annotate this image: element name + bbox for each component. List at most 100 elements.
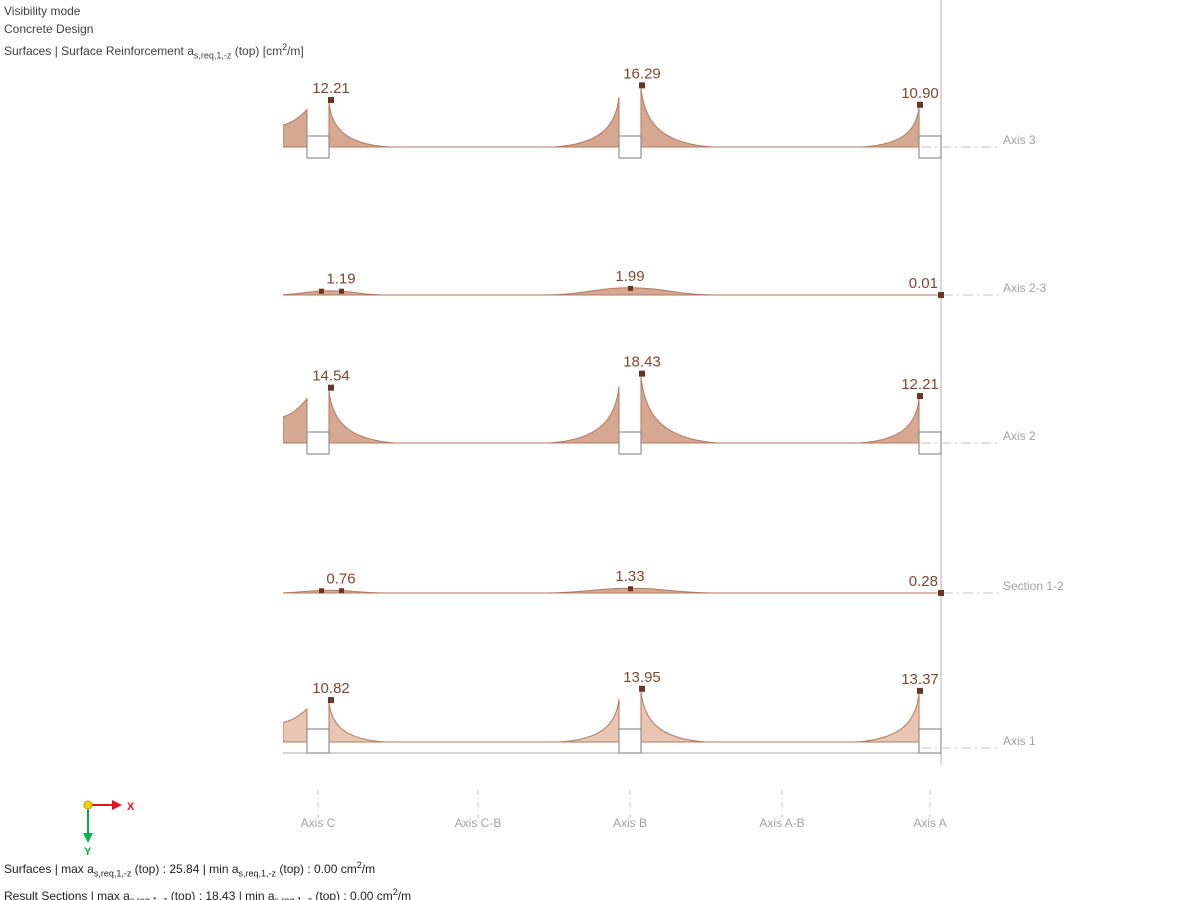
row-axis-label: Section 1-2 [1003,579,1064,593]
max-value-marker [938,292,944,298]
formula-part: /m [361,862,376,876]
formula-part: Result Sections | max a [4,889,130,900]
max-value-marker [319,288,324,294]
status-summary: Surfaces | max as,req,1,-z (top) : 25.84… [4,856,411,900]
formula-part: (top) : 0.00 cm [312,889,393,900]
row-axis-label: Axis 2 [1003,429,1036,443]
value-label: 1.33 [615,568,644,585]
column-section [918,728,942,754]
column-section [618,135,642,159]
formula-superscript: 2 [356,860,362,870]
formula-subscript: s,req,1,-z [275,896,313,900]
max-value-marker [339,288,344,294]
formula-superscript: 2 [282,42,288,52]
view-header: Visibility mode Concrete Design Surfaces… [4,2,304,64]
row-axis-label: Axis 2-3 [1003,281,1047,295]
reinforcement-bump [283,290,389,296]
max-value-marker [339,588,344,594]
formula-part: (top) [cm [231,44,283,58]
value-label: 1.99 [615,268,644,285]
formula-part: (top) : 18.43 | min a [167,889,275,900]
reinforcement-peak [640,376,718,444]
reinforcement-peak [855,693,920,743]
formula-part: Surfaces | max a [4,862,94,876]
value-label: 14.54 [312,368,350,385]
max-value-marker [328,97,334,104]
column-section [618,728,642,754]
formula-part: Surfaces | Surface Reinforcement a [4,44,194,58]
x-axis-label: X [127,801,135,813]
value-label: 16.29 [623,65,661,82]
value-label: 10.82 [312,680,350,697]
column-section [306,728,330,754]
coordinate-system-icon: XY [83,800,135,858]
reinforcement-peak [549,386,620,444]
row-shapes-axis-3 [283,88,920,148]
reinforcement-peak [283,707,308,743]
header-visibility-mode: Visibility mode [4,4,81,18]
formula-subscript: s,req,1,-z [193,50,232,61]
formula-part: /m] [287,44,304,58]
value-label: 18.43 [623,354,661,371]
formula-subscript: s,req,1,-z [130,896,168,900]
formula-subscript: s,req,1,-z [93,868,132,879]
reinforcement-peak [328,102,390,148]
max-value-marker [639,685,645,692]
status-surfaces-extremes: Surfaces | max as,req,1,-z (top) : 25.84… [4,856,411,883]
reinforcement-peak [640,691,707,743]
value-label: 0.76 [326,570,355,587]
column-section [306,431,330,455]
reinforcement-peak [559,699,620,743]
header-result-type: Surfaces | Surface Reinforcement as,req,… [4,38,304,64]
value-label: 10.90 [901,85,939,102]
reinforcement-peak [640,88,713,148]
grid-axis-label: Axis B [613,816,647,830]
value-label: 13.95 [623,669,661,686]
reinforcement-peak [328,702,387,743]
reinforcement-peak [283,397,308,444]
max-value-marker [639,370,645,377]
row-shapes-axis-2-3 [283,287,719,296]
reinforcement-peak [328,390,396,444]
grid-axis-label: Axis C [301,816,336,830]
value-label: 1.19 [326,271,355,288]
max-value-marker [628,586,633,592]
column-section [618,431,642,455]
grid-axis-label: Axis A-B [759,816,804,830]
max-value-marker [917,393,923,400]
reinforcement-peak [283,108,308,148]
x-axis-arrowhead [112,800,122,810]
max-value-marker [319,588,324,594]
max-value-marker [328,384,334,391]
value-label: 12.21 [901,376,939,393]
max-value-marker [639,82,645,89]
grid-axis-label: Axis A [913,816,946,830]
reinforcement-peak [554,97,620,148]
max-value-marker [628,285,633,291]
max-value-marker [917,687,923,694]
formula-part: /m [397,889,412,900]
y-axis-arrowhead [83,833,93,843]
row-axis-label: Axis 1 [1003,734,1036,748]
formula-part: (top) : 25.84 | min a [131,862,239,876]
max-value-marker [917,101,923,108]
row-shapes-section-1-2 [283,587,719,594]
formula-subscript: s,req,1,-z [238,868,277,879]
value-label: 12.21 [312,80,350,97]
max-value-marker [938,590,944,596]
column-section [306,135,330,159]
value-label: 0.01 [909,275,938,292]
formula-superscript: 2 [392,887,398,898]
formula-part: (top) : 0.00 cm [276,862,357,876]
value-label: 0.28 [909,573,938,590]
status-result-sections-extremes: Result Sections | max as,req,1,-z (top) … [4,883,411,900]
row-axis-label: Axis 3 [1003,133,1036,147]
grid-axis-label: Axis C-B [455,816,502,830]
header-design-case: Concrete Design [4,22,94,36]
row-shapes-axis-2 [283,376,920,444]
max-value-marker [328,697,334,704]
y-axis-label: Y [84,846,92,858]
value-label: 13.37 [901,671,939,688]
